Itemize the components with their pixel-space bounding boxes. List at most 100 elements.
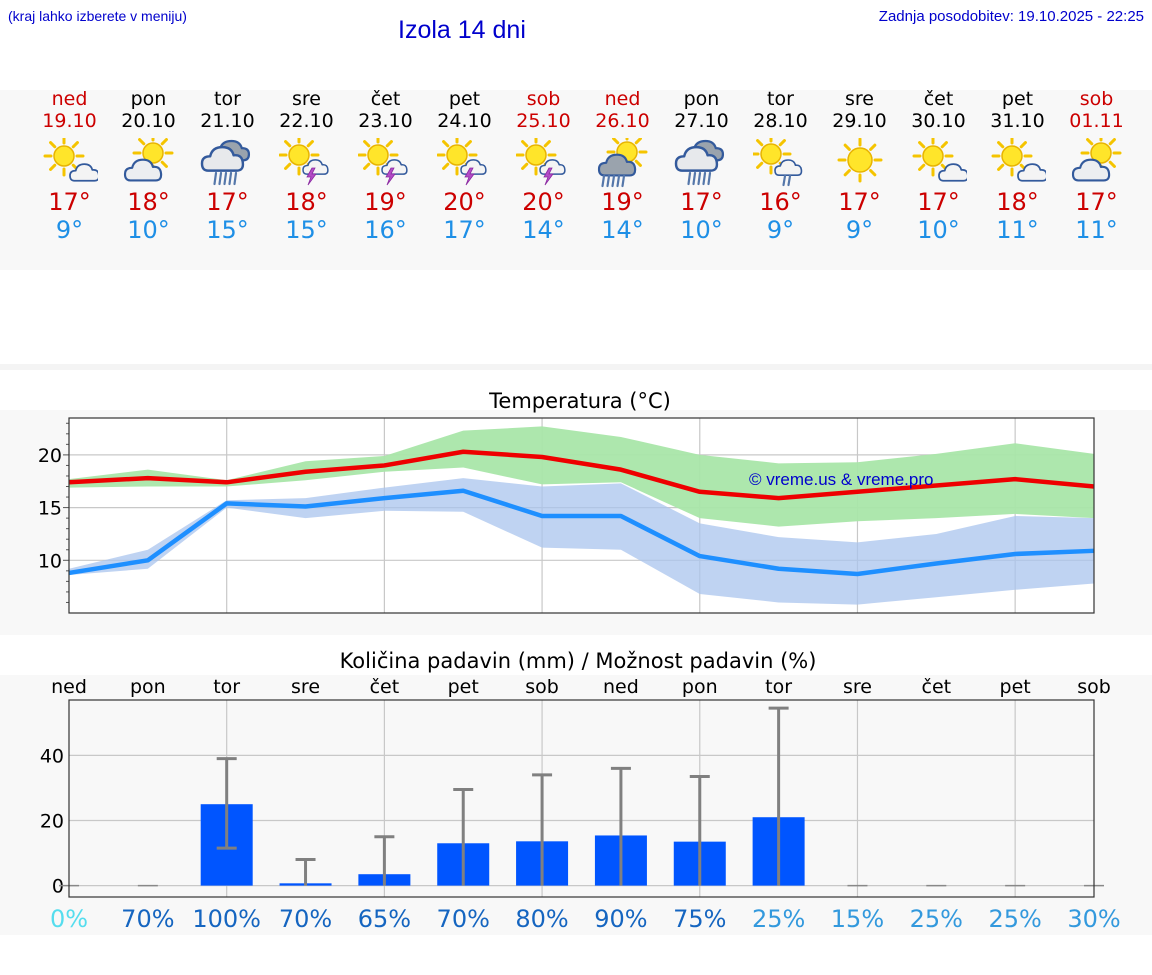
min-temperature: 10° (680, 216, 723, 244)
temperature-chart-title: Temperatura (°C) (488, 389, 671, 413)
sun-light-rain-icon (752, 138, 802, 187)
cloud-heavy-rain-icon (200, 139, 250, 186)
day-column: tor 21.10 17° 15° (188, 88, 267, 244)
day-column: sob 01.11 17° 11° (1057, 88, 1136, 244)
min-temperature: 14° (522, 216, 565, 244)
day-date: 26.10 (595, 110, 650, 132)
day-column: pon 20.10 18° 10° (109, 88, 188, 244)
day-column: čet 23.10 19° 16° (346, 88, 425, 244)
max-temperature: 17° (680, 188, 723, 216)
precipitation-probability: 80% (515, 905, 568, 933)
precipitation-chart-title: Količina padavin (mm) / Možnost padavin … (340, 649, 817, 673)
max-temperature: 20° (522, 188, 565, 216)
day-name: ned (604, 88, 641, 110)
precipitation-probability: 90% (594, 905, 647, 933)
precipitation-x-label: pon (130, 676, 166, 698)
cloud-heavy-rain-icon (674, 139, 724, 186)
precipitation-x-label: pet (448, 676, 479, 698)
precipitation-x-label: sre (291, 676, 320, 698)
precipitation-x-label: pon (682, 676, 718, 698)
last-updated: Zadnja posodobitev: 19.10.2025 - 22:25 (878, 8, 1144, 25)
precipitation-x-label: čet (370, 676, 400, 698)
precipitation-x-label: ned (603, 676, 639, 698)
day-date: 22.10 (279, 110, 334, 132)
day-name: pon (683, 88, 720, 110)
min-temperature: 9° (845, 216, 874, 244)
day-column: čet 30.10 17° 10° (899, 88, 978, 244)
day-column: pon 27.10 17° 10° (662, 88, 741, 244)
sun-cloud-icon (991, 138, 1046, 182)
chart-watermark: © vreme.us & vreme.pro (749, 470, 933, 489)
precipitation-x-label: tor (213, 676, 240, 698)
min-temperature-line (68, 488, 1095, 577)
precipitation-probability: 100% (192, 905, 261, 933)
min-temperature: 10° (917, 216, 960, 244)
min-temperature: 9° (55, 216, 84, 244)
precipitation-x-label: pet (1000, 676, 1031, 698)
day-date: 01.11 (1069, 110, 1124, 132)
day-column: pet 31.10 18° 11° (978, 88, 1057, 244)
section-divider (0, 364, 1152, 370)
sun-cloud-icon (43, 138, 98, 182)
precipitation-plot-frame (68, 699, 1095, 898)
min-temperature: 11° (996, 216, 1039, 244)
max-temperature-line (68, 449, 1095, 501)
day-column: ned 19.10 17° 9° (30, 88, 109, 244)
temperature-y-tick-label: 20 (38, 445, 62, 467)
min-temperature: 16° (364, 216, 407, 244)
day-date: 30.10 (911, 110, 966, 132)
day-name: ned (51, 88, 88, 110)
precipitation-probability: 25% (910, 905, 963, 933)
day-column: ned 26.10 19° 14° (583, 88, 662, 244)
day-column: sre 22.10 18° 15° (267, 88, 346, 244)
max-temperature: 19° (364, 188, 407, 216)
day-date: 24.10 (437, 110, 492, 132)
min-temperature: 11° (1075, 216, 1118, 244)
max-temperature: 18° (285, 188, 328, 216)
day-name: tor (767, 88, 794, 110)
max-temperature: 17° (1075, 188, 1118, 216)
sun-thunder-icon (436, 138, 487, 186)
max-temperature: 18° (127, 188, 170, 216)
max-temperature: 19° (601, 188, 644, 216)
precipitation-probability: 25% (752, 905, 805, 933)
max-temperature: 16° (759, 188, 802, 216)
day-name: sre (845, 88, 874, 110)
day-date: 27.10 (674, 110, 729, 132)
precipitation-probability: 0% (50, 905, 88, 933)
day-name: sre (292, 88, 321, 110)
precipitation-y-tick-label: 20 (40, 810, 64, 832)
day-name: sob (1079, 88, 1114, 110)
min-temperature: 17° (443, 216, 486, 244)
sun-icon (837, 138, 882, 183)
max-temperature: 18° (996, 188, 1039, 216)
precipitation-y-tick-label: 40 (40, 745, 64, 767)
day-name: sob (526, 88, 561, 110)
sun-rain-icon (597, 138, 647, 188)
min-temperature: 15° (206, 216, 249, 244)
cloud-sun-icon (123, 138, 173, 182)
precipitation-probability: 25% (988, 905, 1041, 933)
max-temperature: 17° (917, 188, 960, 216)
precipitation-probability: 75% (673, 905, 726, 933)
page-title: Izola 14 dni (398, 16, 526, 44)
day-date: 19.10 (42, 110, 97, 132)
precipitation-x-label: sre (843, 676, 872, 698)
min-temperature: 14° (601, 216, 644, 244)
sun-thunder-icon (278, 138, 329, 186)
precipitation-x-label: sob (1077, 676, 1111, 698)
precipitation-probability: 70% (279, 905, 332, 933)
max-temperature-band (69, 426, 1094, 527)
day-date: 25.10 (516, 110, 571, 132)
max-temperature: 20° (443, 188, 486, 216)
day-name: pet (448, 88, 481, 110)
precipitation-panel-bg (0, 675, 1152, 935)
day-column: pet 24.10 20° 17° (425, 88, 504, 244)
temperature-y-tick-label: 10 (38, 550, 62, 572)
location-hint: (kraj lahko izberete v meniju) (8, 8, 187, 24)
day-date: 23.10 (358, 110, 413, 132)
day-date: 28.10 (753, 110, 808, 132)
min-temperature: 15° (285, 216, 328, 244)
max-temperature: 17° (206, 188, 249, 216)
